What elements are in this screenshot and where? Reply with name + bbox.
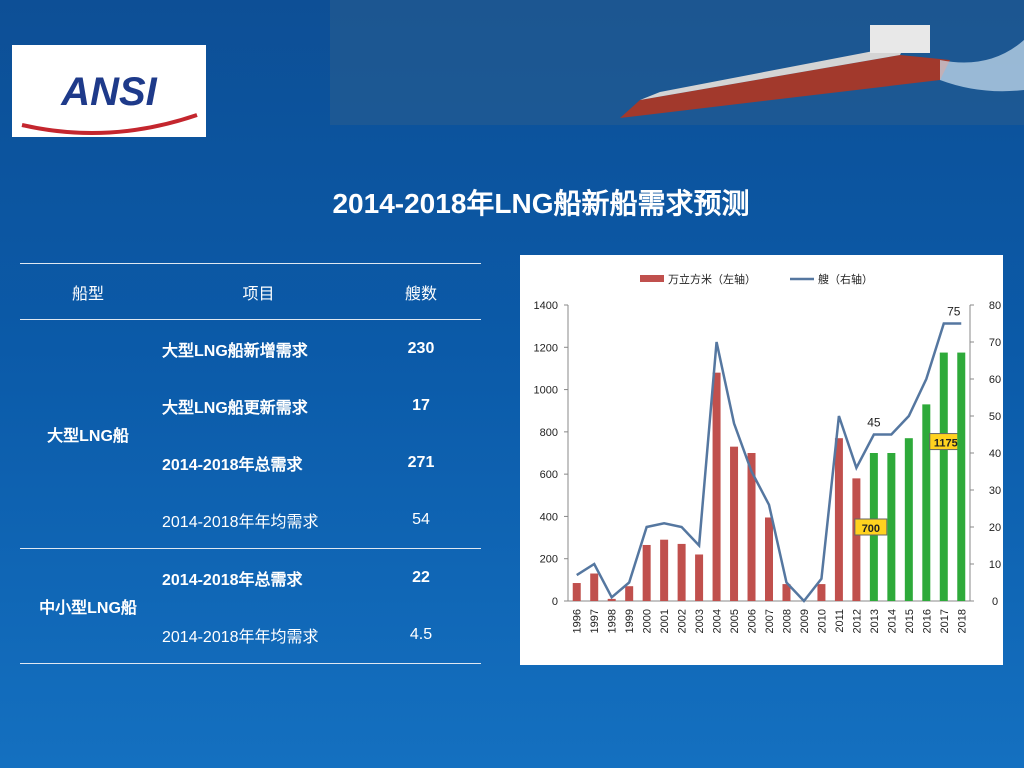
bar [887, 453, 896, 601]
group-label: 大型LNG船 [20, 319, 156, 549]
bar [957, 352, 966, 601]
x-tick-label: 2007 [764, 609, 776, 633]
x-tick-label: 2010 [816, 609, 828, 633]
bar [939, 352, 948, 601]
x-tick-label: 2017 [939, 609, 951, 633]
bar [730, 446, 739, 601]
x-tick-label: 2002 [677, 609, 689, 633]
bar [782, 584, 791, 601]
bar [660, 539, 669, 601]
title: 2014-2018年LNG船新船需求预测 [332, 188, 750, 219]
y-tick-label: 1200 [534, 342, 558, 354]
y2-tick-label: 20 [989, 522, 1001, 534]
bar [712, 372, 721, 601]
x-tick-label: 2013 [869, 609, 881, 633]
item: 2014-2018年总需求 [162, 571, 303, 589]
y-tick-label: 1400 [534, 300, 558, 312]
data-label: 45 [867, 416, 881, 430]
item: 2014-2018年年均需求 [156, 491, 361, 549]
y2-tick-label: 0 [992, 596, 998, 608]
x-tick-label: 2001 [659, 609, 671, 633]
x-tick-label: 2008 [781, 609, 793, 633]
x-tick-label: 2018 [956, 609, 968, 633]
chart: 0 200 400 600 800 1000 1200 1400 0 10 20 30 40 50 60 70… [534, 272, 1002, 633]
data-label: 75 [947, 305, 961, 319]
item: 2014-2018年年均需求 [156, 606, 361, 664]
logo-text: ANSI [60, 70, 157, 114]
x-tick-label: 2000 [642, 609, 654, 633]
legend-label: 艘（右轴） [818, 272, 873, 286]
y-tick-label: 600 [540, 469, 558, 481]
line [576, 322, 962, 603]
count: 4.5 [361, 606, 481, 664]
legend-swatch [640, 275, 664, 282]
header-cell: 船型 [20, 263, 156, 320]
x-tick-label: 2004 [712, 609, 724, 633]
demand-table: 船型 项目 艘数 大型LNG船 大型LNG船新增需求 230 大型LNG船更新需求 17 … [20, 263, 481, 664]
y2-tick-label: 80 [989, 300, 1001, 312]
bar [590, 573, 599, 601]
logo-graphic: ANSI [21, 70, 198, 135]
y2-tick-label: 50 [989, 411, 1001, 423]
count: 22 [412, 568, 430, 586]
count: 17 [412, 396, 430, 414]
logo: ANSI [12, 45, 206, 137]
x-tick-label: 2009 [799, 609, 811, 633]
x-tick-label: 1998 [607, 609, 619, 633]
bar [765, 517, 773, 601]
y-tick-label: 800 [540, 427, 558, 439]
bar [642, 544, 651, 601]
x-tick-label: 1996 [572, 609, 584, 633]
x-tick-label: 1999 [624, 609, 636, 633]
x-tick-label: 1997 [589, 609, 601, 633]
y2-tick-label: 60 [989, 374, 1001, 386]
bar [852, 478, 861, 601]
header-cell: 项目 [156, 263, 361, 320]
count: 271 [407, 453, 435, 471]
y2-tick-label: 30 [989, 485, 1001, 497]
y-tick-label: 400 [540, 511, 558, 523]
y-tick-label: 1000 [534, 385, 558, 397]
data-label: 700 [862, 523, 880, 535]
y-tick-label: 200 [540, 554, 558, 566]
ship-banner [330, 0, 1024, 125]
item: 2014-2018年总需求 [162, 456, 303, 474]
chart-panel: 0 200 400 600 800 1000 1200 1400 0 10 20 30 40 50 60 70… [520, 255, 1003, 665]
label-box [854, 518, 888, 536]
x-tick-label: 2006 [747, 609, 759, 633]
count: 54 [361, 491, 481, 549]
bar [607, 598, 616, 601]
x-tick-label: 2016 [921, 609, 933, 633]
bar [677, 543, 686, 601]
legend-label: 万立方米（左轴） [668, 272, 756, 286]
bar [904, 438, 913, 601]
bar [834, 438, 843, 601]
bar [922, 404, 931, 601]
x-tick-label: 2012 [851, 609, 863, 633]
header-cell: 艘数 [361, 263, 481, 320]
data-label: 1175 [934, 438, 958, 450]
item: 大型LNG船更新需求 [162, 399, 308, 417]
y-tick-label: 0 [552, 596, 558, 608]
y2-tick-label: 40 [989, 448, 1001, 460]
x-tick-label: 2005 [729, 609, 741, 633]
x-tick-label: 2003 [694, 609, 706, 633]
group-label: 中小型LNG船 [20, 548, 156, 664]
bar [625, 586, 634, 601]
count: 230 [407, 339, 435, 357]
x-tick-label: 2015 [904, 609, 916, 633]
bar [572, 583, 581, 601]
bar [817, 584, 826, 601]
bar [695, 554, 704, 601]
y2-tick-label: 10 [989, 559, 1001, 571]
bar [747, 453, 756, 601]
item: 大型LNG船新增需求 [162, 342, 308, 360]
y2-tick-label: 70 [989, 337, 1001, 349]
x-tick-label: 2014 [886, 609, 898, 633]
x-tick-label: 2011 [834, 609, 846, 633]
